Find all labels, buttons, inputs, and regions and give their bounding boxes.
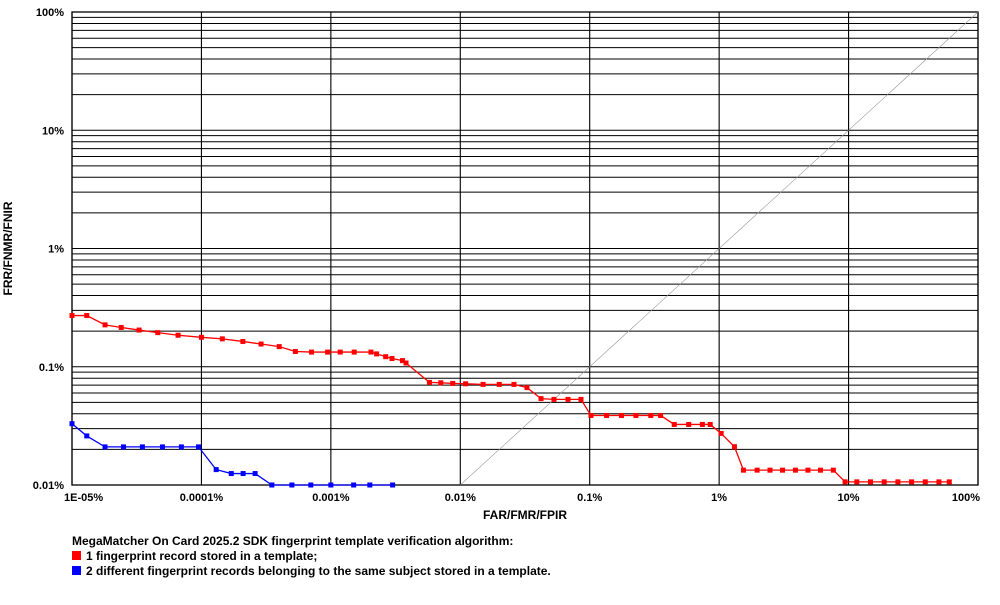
svg-text:FRR/FNMR/FNIR: FRR/FNMR/FNIR <box>1 201 15 295</box>
svg-text:10%: 10% <box>838 492 860 504</box>
svg-text:1%: 1% <box>48 244 64 256</box>
svg-text:0.001%: 0.001% <box>312 492 350 504</box>
svg-text:0.0001%: 0.0001% <box>180 492 224 504</box>
svg-text:1E-05%: 1E-05% <box>64 492 103 504</box>
svg-text:1%: 1% <box>711 492 727 504</box>
svg-text:FAR/FMR/FPIR: FAR/FMR/FPIR <box>483 508 567 522</box>
svg-text:10%: 10% <box>42 125 64 137</box>
svg-text:0.1%: 0.1% <box>39 362 64 374</box>
svg-text:100%: 100% <box>36 7 64 19</box>
svg-text:0.1%: 0.1% <box>577 492 602 504</box>
svg-text:0.01%: 0.01% <box>445 492 476 504</box>
svg-text:100%: 100% <box>952 492 980 504</box>
svg-text:0.01%: 0.01% <box>33 480 64 492</box>
